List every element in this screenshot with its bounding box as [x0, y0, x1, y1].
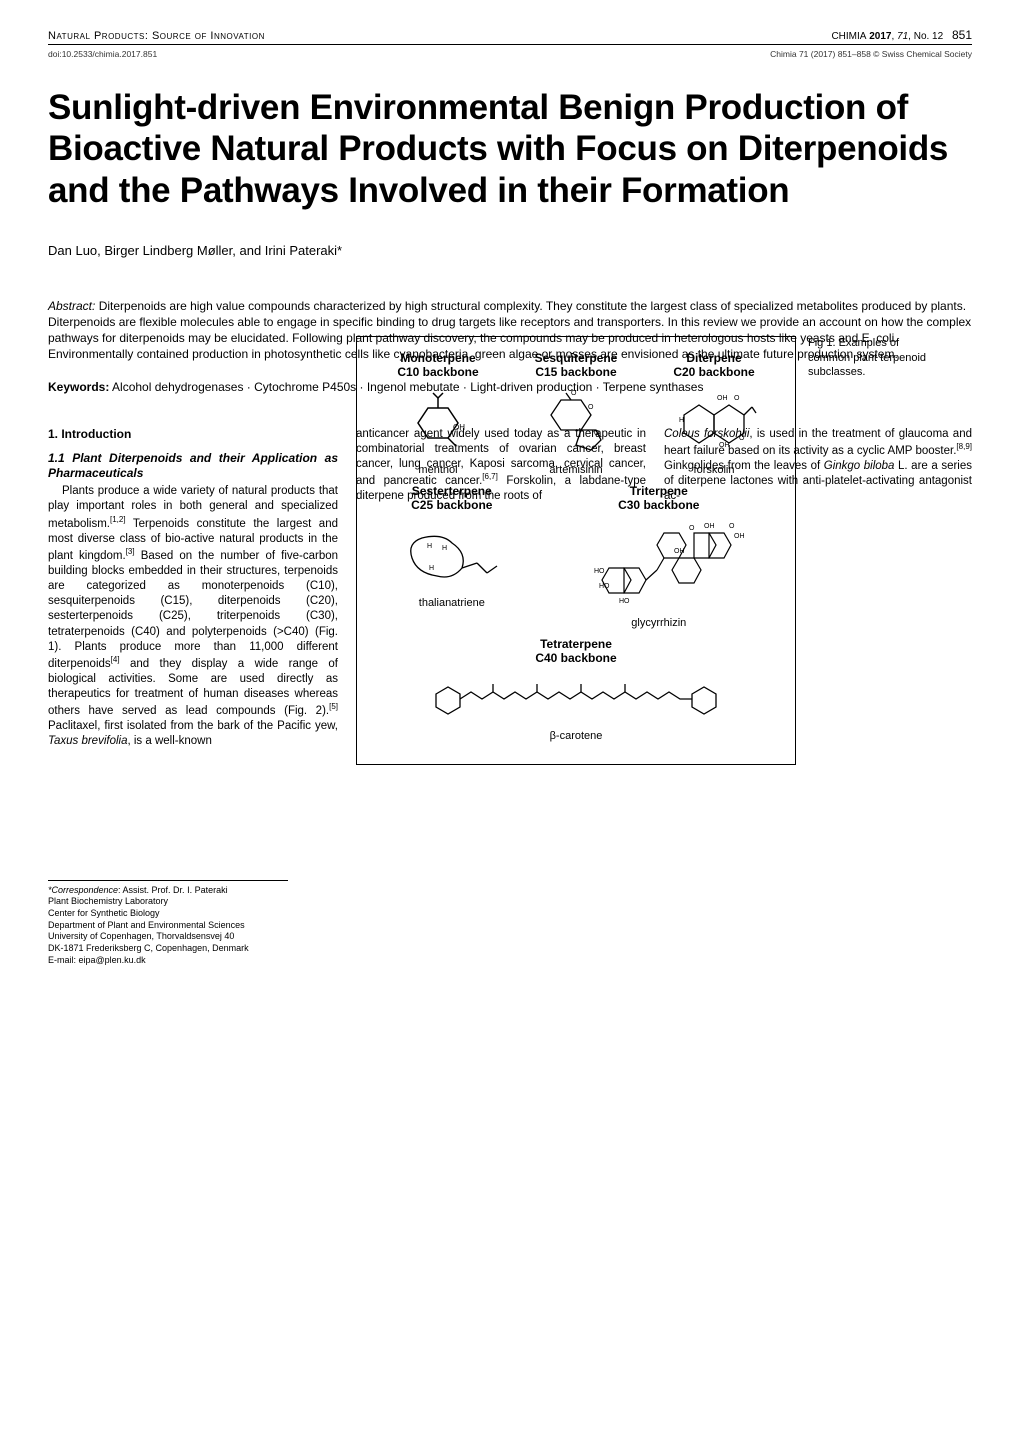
- svg-text:O: O: [594, 430, 600, 437]
- abstract-label: Abstract:: [48, 299, 95, 313]
- para-1: Plants produce a wide variety of natural…: [48, 484, 338, 749]
- svg-text:H: H: [442, 545, 447, 552]
- para-1e: Paclitaxel, first isolated from the bark…: [48, 720, 338, 732]
- section-name-text: Natural Products: Source of Innovation: [48, 30, 265, 42]
- svg-text:O: O: [689, 525, 695, 532]
- menthol-name: menthol: [369, 464, 507, 476]
- diterpene-backbone: C20 backbone: [645, 365, 783, 379]
- tetraterpene-label: Tetraterpene: [369, 637, 783, 651]
- carotene-name: β-carotene: [369, 730, 783, 742]
- correspondence-label: *Correspondence: [48, 885, 118, 895]
- svg-text:H: H: [679, 417, 684, 424]
- svg-text:OH: OH: [453, 423, 465, 432]
- sesquiterpene-label: Sesquiterpene: [507, 351, 645, 365]
- sesquiterpene-backbone: C15 backbone: [507, 365, 645, 379]
- journal-year: 2017: [869, 31, 891, 42]
- svg-text:HO: HO: [599, 583, 610, 590]
- taxus-italic: Taxus brevifolia: [48, 735, 127, 747]
- ref-3: [3]: [126, 547, 135, 556]
- correspondence-line3: Department of Plant and Environmental Sc…: [48, 920, 288, 932]
- svg-text:HO: HO: [619, 598, 630, 605]
- svg-text:OH: OH: [734, 533, 744, 540]
- svg-text:O: O: [571, 390, 577, 397]
- fig-sesquiterpene: Sesquiterpene C15 backbone O O O artemisin…: [507, 351, 645, 476]
- correspondence-line5: DK-1871 Frederiksberg C, Copenhagen, Den…: [48, 943, 288, 955]
- svg-text:OH: OH: [717, 395, 728, 402]
- diterpene-label: Diterpene: [645, 351, 783, 365]
- fig-diterpene: Diterpene C20 backbone OHOHOHO forskolin: [645, 351, 783, 476]
- column-1: 1. Introduction 1.1 Plant Diterpenoids a…: [48, 427, 338, 967]
- correspondence-line1: Plant Biochemistry Laboratory: [48, 896, 288, 908]
- tetraterpene-backbone: C40 backbone: [369, 651, 783, 665]
- forskolin-name: forskolin: [645, 464, 783, 476]
- figure-1-caption: Fig 1. Examples of common plant terpenoi…: [808, 336, 938, 379]
- svg-text:OH: OH: [674, 548, 685, 555]
- para-1c: Based on the number of five-carbon build…: [48, 550, 338, 670]
- correspondence-name: : Assist. Prof. Dr. I. Pateraki: [118, 885, 228, 895]
- forskolin-structure: OHOHOHO: [645, 385, 783, 460]
- ginkgo-italic: Ginkgo biloba: [824, 460, 895, 472]
- section-1-heading: 1. Introduction: [48, 427, 338, 443]
- figure-1: Monoterpene C10 backbone OH menthol Sesq…: [356, 336, 796, 765]
- svg-text:O: O: [734, 395, 740, 402]
- monoterpene-label: Monoterpene: [369, 351, 507, 365]
- page-number: 851: [952, 28, 972, 42]
- correspondence-footer: *Correspondence: Assist. Prof. Dr. I. Pa…: [48, 880, 288, 967]
- correspondence-line6: E-mail: eipa@plen.ku.dk: [48, 955, 288, 967]
- fig-sesterterpene: Sesterterpene C25 backbone H H H thalianat…: [369, 484, 535, 629]
- svg-text:OH: OH: [704, 523, 715, 530]
- sesterterpene-label: Sesterterpene: [369, 484, 535, 498]
- ref-5: [5]: [329, 702, 338, 711]
- running-header: Natural Products: Source of Innovation C…: [48, 28, 972, 45]
- artemisinin-structure: O O O: [507, 385, 645, 460]
- fig-triterpene: Triterpene C30 backbone O OH O OH HO HO HO OH g…: [535, 484, 783, 629]
- svg-text:H: H: [427, 543, 432, 550]
- authors: Dan Luo, Birger Lindberg Møller, and Iri…: [48, 243, 972, 258]
- glycyrrhizin-structure: O OH O OH HO HO HO OH: [535, 518, 783, 613]
- monoterpene-backbone: C10 backbone: [369, 365, 507, 379]
- article-title: Sunlight-driven Environmental Benign Pro…: [48, 87, 972, 211]
- triterpene-backbone: C30 backbone: [535, 498, 783, 512]
- fig-row-1: Monoterpene C10 backbone OH menthol Sesq…: [369, 351, 783, 476]
- fig-row-3: Tetraterpene C40 backbone β-carotene: [369, 637, 783, 742]
- citation: Chimia 71 (2017) 851–858 © Swiss Chemica…: [770, 49, 972, 59]
- fig-row-2: Sesterterpene C25 backbone H H H thalianat…: [369, 484, 783, 629]
- correspondence-line2: Center for Synthetic Biology: [48, 908, 288, 920]
- ref-8-9: [8,9]: [956, 442, 972, 451]
- thalianatriene-name: thalianatriene: [369, 597, 535, 609]
- triterpene-label: Triterpene: [535, 484, 783, 498]
- section-name: Natural Products: Source of Innovation: [48, 30, 265, 42]
- artemisinin-name: artemisinin: [507, 464, 645, 476]
- journal-info: CHIMIA 2017, 71, No. 12 851: [831, 28, 972, 42]
- subheader: doi:10.2533/chimia.2017.851 Chimia 71 (2…: [48, 49, 972, 59]
- svg-text:O: O: [729, 523, 735, 530]
- doi: doi:10.2533/chimia.2017.851: [48, 49, 157, 59]
- journal-issue: No. 12: [914, 31, 943, 42]
- ref-1-2: [1,2]: [110, 515, 126, 524]
- svg-text:H: H: [429, 565, 434, 572]
- keywords-label: Keywords:: [48, 380, 109, 394]
- correspondence-line4: University of Copenhagen, Thorvaldsensve…: [48, 931, 288, 943]
- menthol-structure: OH: [369, 385, 507, 460]
- ref-4: [4]: [111, 655, 120, 664]
- sesterterpene-backbone: C25 backbone: [369, 498, 535, 512]
- svg-text:O: O: [588, 404, 594, 411]
- fig-tetraterpene: Tetraterpene C40 backbone β-carotene: [369, 637, 783, 742]
- svg-text:HO: HO: [594, 568, 605, 575]
- journal-volume: 71: [897, 31, 908, 42]
- glycyrrhizin-name: glycyrrhizin: [535, 617, 783, 629]
- thalianatriene-structure: H H H: [369, 518, 535, 593]
- para-1f: , is a well-known: [127, 735, 211, 747]
- carotene-structure: [369, 671, 783, 726]
- svg-text:O: O: [739, 435, 745, 442]
- subsection-1-1-heading: 1.1 Plant Diterpenoids and their Applica…: [48, 451, 338, 483]
- fig-monoterpene: Monoterpene C10 backbone OH menthol: [369, 351, 507, 476]
- journal-name: CHIMIA: [831, 31, 866, 42]
- svg-text:OH: OH: [719, 442, 730, 449]
